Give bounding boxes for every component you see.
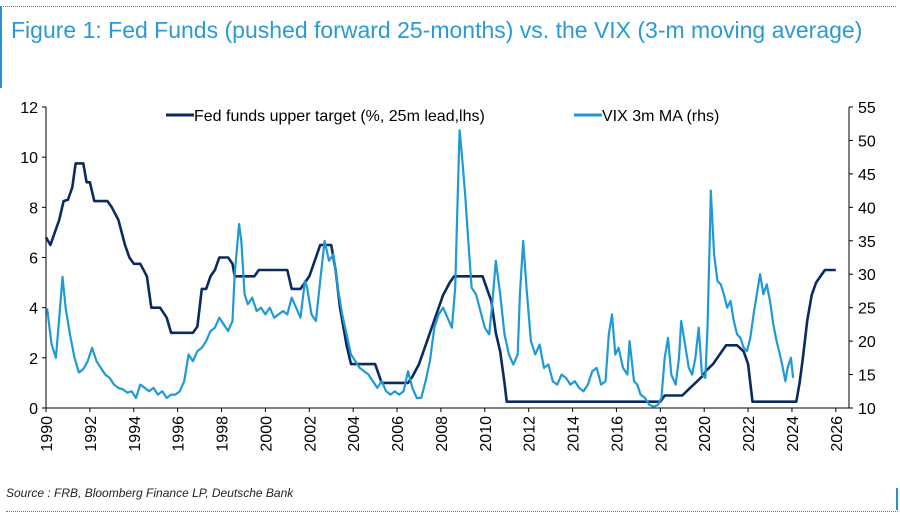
y-left-tick-label: 0 bbox=[29, 401, 38, 418]
x-tick-label: 2002 bbox=[302, 416, 319, 452]
x-tick-label: 2016 bbox=[609, 416, 626, 452]
y-right-tick-label: 15 bbox=[858, 368, 876, 385]
y-right-tick-label: 10 bbox=[858, 401, 876, 418]
y-right-tick-label: 35 bbox=[858, 234, 876, 251]
x-tick-label: 1992 bbox=[83, 416, 100, 452]
x-tick-label: 2026 bbox=[829, 416, 846, 452]
x-tick-label: 2010 bbox=[478, 416, 495, 452]
x-tick-label: 2006 bbox=[390, 416, 407, 452]
x-tick-label: 2020 bbox=[697, 416, 714, 452]
figure-title: Figure 1: Fed Funds (pushed forward 25-m… bbox=[11, 17, 863, 43]
y-right-tick-label: 20 bbox=[858, 334, 876, 351]
x-tick-label: 2008 bbox=[434, 416, 451, 452]
legend-label-fed-funds: Fed funds upper target (%, 25m lead,lhs) bbox=[194, 108, 485, 125]
frame-left-accent bbox=[0, 6, 2, 88]
frame-right-accent bbox=[896, 488, 898, 510]
x-tick-label: 1996 bbox=[171, 416, 188, 452]
y-left-tick-label: 8 bbox=[29, 200, 38, 217]
y-right-tick-label: 25 bbox=[858, 301, 876, 318]
y-right-tick-label: 50 bbox=[858, 133, 876, 150]
frame-top-border bbox=[0, 6, 896, 7]
y-right-tick-label: 40 bbox=[858, 200, 876, 217]
series-line-vix bbox=[46, 129, 795, 408]
x-tick-label: 2018 bbox=[653, 416, 670, 452]
chart-axes: 0 2 4 6 8 10 12 10 15 20 25 30 35 40 45 50 55 1990 1992 199… bbox=[20, 100, 876, 452]
x-tick-label: 1994 bbox=[127, 416, 144, 452]
y-right-tick-label: 45 bbox=[858, 167, 876, 184]
x-tick-label: 1990 bbox=[39, 416, 56, 452]
x-tick-label: 2000 bbox=[258, 416, 275, 452]
x-tick-label: 2004 bbox=[346, 416, 363, 452]
x-tick-label: 2012 bbox=[522, 416, 539, 452]
chart-legend: Fed funds upper target (%, 25m lead,lhs)… bbox=[166, 108, 719, 125]
y-left-tick-label: 4 bbox=[29, 301, 38, 318]
x-tick-label: 1998 bbox=[215, 416, 232, 452]
source-note: Source : FRB, Bloomberg Finance LP, Deut… bbox=[6, 486, 294, 500]
x-tick-label: 2014 bbox=[566, 416, 583, 452]
y-left-tick-label: 2 bbox=[29, 351, 38, 368]
y-left-tick-label: 12 bbox=[20, 100, 38, 117]
legend-label-vix: VIX 3m MA (rhs) bbox=[602, 108, 719, 125]
chart-lines bbox=[44, 129, 836, 408]
x-tick-label: 2024 bbox=[785, 416, 802, 452]
y-left-tick-label: 6 bbox=[29, 251, 38, 268]
y-right-tick-label: 30 bbox=[858, 267, 876, 284]
series-line-fed-funds bbox=[44, 162, 836, 403]
x-tick-label: 2022 bbox=[741, 416, 758, 452]
y-right-tick-label: 55 bbox=[858, 100, 876, 117]
y-left-tick-label: 10 bbox=[20, 150, 38, 167]
frame-bottom-border bbox=[6, 511, 898, 512]
